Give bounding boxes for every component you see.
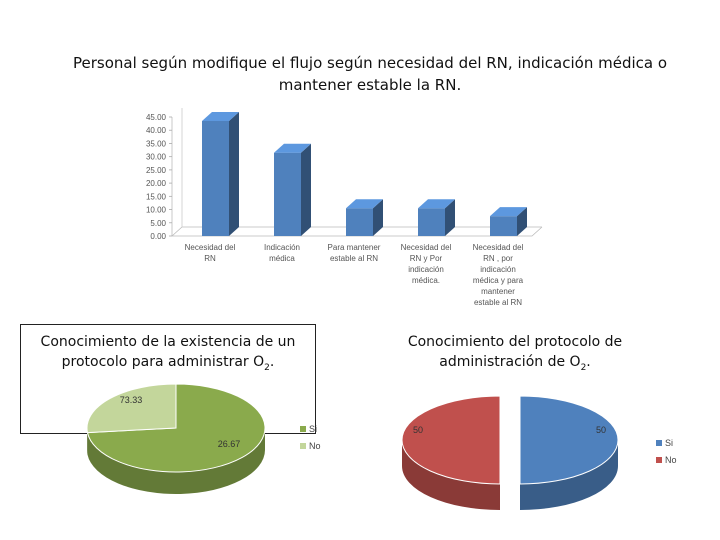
legend-swatch <box>656 440 662 446</box>
bar-category-label: RN y Por <box>410 254 443 263</box>
pie-slice <box>519 395 619 485</box>
pie-2-title: Conocimiento del protocolo de administra… <box>380 332 650 378</box>
pie-1-title: Conocimiento de la existencia de un prot… <box>28 332 308 378</box>
bar-top <box>490 207 527 217</box>
bar-category-label: Para mantener <box>328 243 381 252</box>
bar-category-label: indicación <box>408 265 444 274</box>
chart-title-line-2: mantener estable la RN. <box>278 76 462 94</box>
bar-side <box>517 207 527 236</box>
bar-y-tick-label: 10.00 <box>146 206 167 215</box>
bar-y-tick-label: 0.00 <box>150 232 166 241</box>
bar <box>418 208 445 236</box>
bar-category-label: médica. <box>412 276 440 285</box>
bar-category-label: médica y para <box>473 276 524 285</box>
bar-category-label: Necesidad del <box>185 243 236 252</box>
bar-y-tick-label: 45.00 <box>146 113 167 122</box>
frame-top <box>20 324 316 325</box>
pie-value-label: 50 <box>413 425 423 435</box>
bar <box>346 208 373 236</box>
legend-label: Si <box>309 424 317 434</box>
legend-swatch <box>656 457 662 463</box>
frame-right <box>315 324 316 434</box>
bar-y-tick-label: 25.00 <box>146 166 167 175</box>
legend-swatch <box>300 443 306 449</box>
bar-category-label: indicación <box>480 265 516 274</box>
bar-top <box>274 143 311 153</box>
pie-value-label: 50 <box>596 425 606 435</box>
chart-title-line-1: Personal según modifique el flujo según … <box>72 54 668 72</box>
bar-category-label: Necesidad del <box>401 243 452 252</box>
pie-value-label: 26.67 <box>218 439 241 449</box>
bar-category-label: RN , por <box>483 254 513 263</box>
pie-slice <box>401 395 501 485</box>
bar-y-tick-label: 20.00 <box>146 179 167 188</box>
bar <box>274 152 301 236</box>
bar-y-tick-label: 5.00 <box>150 219 166 228</box>
legend-label: No <box>309 441 321 451</box>
bar-y-tick-label: 30.00 <box>146 153 167 162</box>
pie-value-label: 73.33 <box>120 395 143 405</box>
bar-y-tick-label: 35.00 <box>146 139 167 148</box>
bar-y-tick-label: 40.00 <box>146 126 167 135</box>
legend-label: No <box>665 455 677 465</box>
pie-slice <box>86 383 177 434</box>
legend-swatch <box>300 426 306 432</box>
bar-category-label: RN <box>204 254 216 263</box>
bar-side <box>445 199 455 236</box>
bar-side <box>301 143 311 236</box>
bar-category-label: estable al RN <box>330 254 378 263</box>
bar-top <box>202 111 239 121</box>
frame-left <box>20 324 21 434</box>
pie-slice-side <box>520 440 618 510</box>
chart-title: Personal según modifique el flujo según … <box>70 52 670 96</box>
bar-side <box>373 199 383 236</box>
bar-y-tick-label: 15.00 <box>146 192 167 201</box>
bar-top <box>418 199 455 209</box>
pie-1-title-line-2: protocolo para administrar O2. <box>61 354 275 373</box>
bar <box>490 216 517 236</box>
pie-slice-side <box>402 440 500 510</box>
pie-1-title-line-1: Conocimiento de la existencia de un <box>40 334 296 350</box>
bar-category-label: mantener <box>481 287 515 296</box>
bar-category-label: estable al RN <box>474 298 522 307</box>
bar-category-label: Indicación <box>264 243 300 252</box>
pie-2-title-line-1: Conocimiento del protocolo de <box>407 334 623 350</box>
bar <box>202 120 229 236</box>
bar-top <box>346 199 383 209</box>
legend-label: Si <box>665 438 673 448</box>
pie-2-title-line-2: administración de O2. <box>439 354 591 373</box>
bar-side <box>229 111 239 236</box>
pie-slice-side <box>87 428 265 494</box>
bar-category-label: médica <box>269 254 295 263</box>
bar-category-label: Necesidad del <box>473 243 524 252</box>
